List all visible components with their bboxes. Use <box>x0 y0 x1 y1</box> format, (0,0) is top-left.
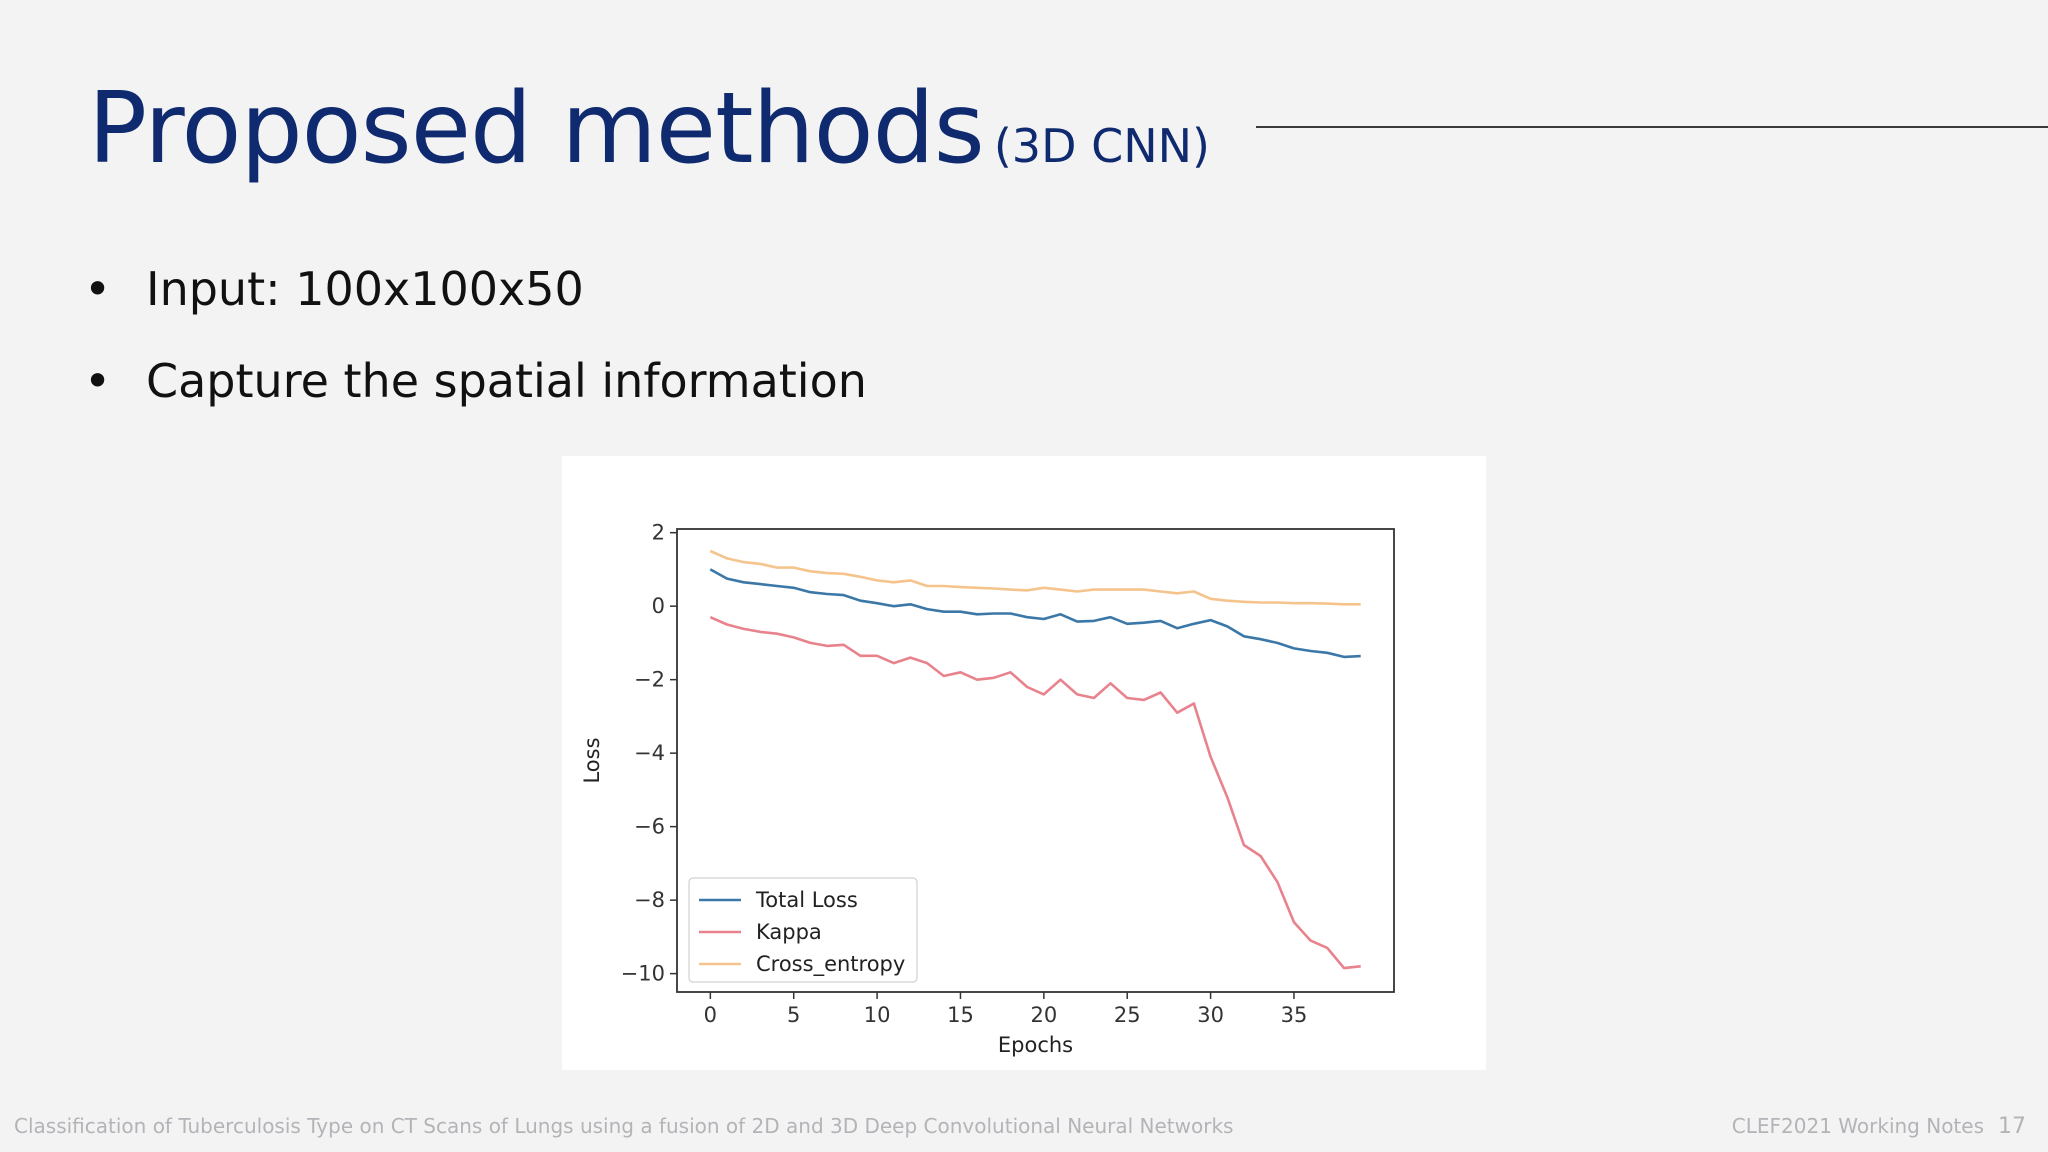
legend-box <box>688 877 918 983</box>
legend-label: Cross_entropy <box>756 952 905 977</box>
bullet-marker: • <box>84 262 112 316</box>
x-tick-label: 15 <box>947 1003 974 1027</box>
page-number: 17 <box>1998 1114 2026 1139</box>
bullet-item: • Input: 100x100x50 <box>84 252 867 344</box>
loss-chart-figure: 0 5 10 15 20 25 30 35 2 0 −2 −4 −6 −8 −10 Total Loss Ka… <box>562 456 1486 1070</box>
x-tick-label: 35 <box>1281 1003 1308 1027</box>
y-tick-label: −6 <box>634 815 665 839</box>
slide-title-text: Proposed methods <box>88 72 985 186</box>
footer-paper-title: Classification of Tuberculosis Type on C… <box>14 1114 1234 1138</box>
x-axis-label: Epochs <box>998 1033 1073 1057</box>
series-line-kappa <box>709 616 1361 970</box>
x-tick-label: 10 <box>864 1003 891 1027</box>
bullet-list: • Input: 100x100x50 • Capture the spatial … <box>84 252 867 436</box>
y-tick-label: 2 <box>652 521 665 545</box>
legend-label: Total Loss <box>755 888 858 912</box>
x-tick-label: 30 <box>1197 1003 1224 1027</box>
plot-frame <box>676 528 1395 993</box>
x-tick-label: 5 <box>787 1003 800 1027</box>
bullet-item: • Capture the spatial information <box>84 344 867 436</box>
y-tick-label: −2 <box>634 668 665 692</box>
series-line-total-loss <box>709 568 1361 659</box>
bullet-text: Input: 100x100x50 <box>146 262 584 316</box>
x-tick-label: 20 <box>1030 1003 1057 1027</box>
y-tick-label: −4 <box>634 741 665 765</box>
legend-label: Kappa <box>756 920 822 944</box>
bullet-marker: • <box>84 354 112 408</box>
slide-title-suffix: (3D CNN) <box>993 119 1211 173</box>
x-tick-label: 0 <box>704 1003 717 1027</box>
y-tick-label: 0 <box>652 594 665 618</box>
title-divider <box>1256 126 2048 128</box>
bullet-text: Capture the spatial information <box>146 354 867 408</box>
y-tick-label: −8 <box>634 888 665 912</box>
x-tick-label: 25 <box>1114 1003 1141 1027</box>
y-axis-label: Loss <box>580 737 604 783</box>
y-tick-label: −10 <box>621 962 665 986</box>
series-line-cross-entropy <box>709 549 1361 606</box>
slide-title: Proposed methods (3D CNN) <box>88 72 1210 186</box>
footer-venue: CLEF2021 Working Notes <box>1731 1114 1984 1138</box>
